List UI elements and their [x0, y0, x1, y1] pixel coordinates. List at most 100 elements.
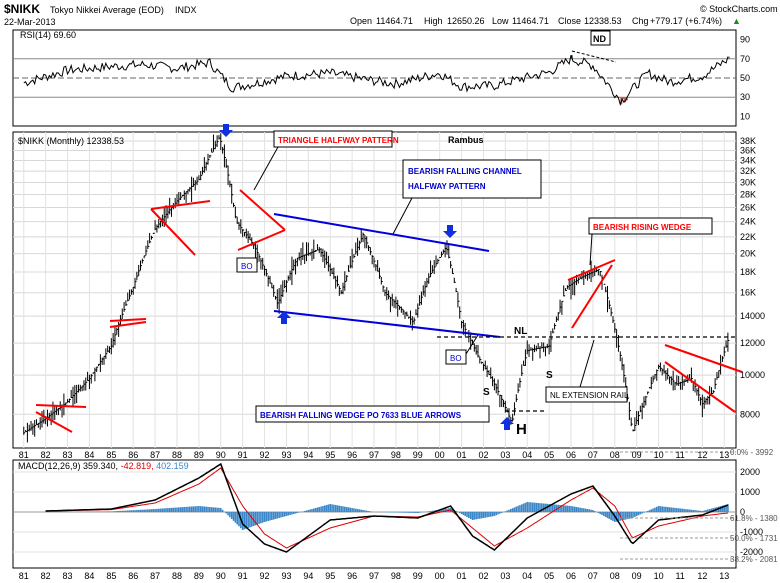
macd-histogram-bar	[402, 512, 404, 513]
macd-histogram-bar	[318, 507, 321, 512]
x-tick-label: 04	[522, 450, 532, 460]
flag-2-top	[109, 318, 147, 322]
macd-histogram-bar	[110, 511, 113, 512]
macd-histogram-bar	[416, 512, 419, 513]
rsi-divergence-line	[571, 50, 617, 63]
macd-histogram-bar	[364, 510, 366, 512]
macd-histogram-bar	[269, 512, 271, 521]
macd-histogram-bar	[500, 512, 503, 513]
blue-channel	[273, 213, 501, 338]
macd-histogram-bar	[551, 504, 554, 512]
macd-histogram-bar	[705, 510, 707, 512]
x-tick-label: 13	[719, 450, 729, 460]
macd-histogram-bar	[480, 512, 483, 519]
macd-histogram-bar	[123, 510, 125, 512]
macd-histogram-bar	[340, 506, 342, 512]
macd-histogram-bar	[172, 507, 175, 512]
fib-label: 61.8% - 1380	[730, 514, 778, 523]
macd-histogram-bar	[296, 512, 299, 513]
price-tick-label: 8000	[740, 409, 760, 419]
x-tick-label: 82	[41, 450, 51, 460]
price-label: $NIKK (Monthly) 12338.53	[18, 136, 124, 146]
macd-histogram-bar	[581, 508, 583, 512]
price-tick-label: 22K	[740, 232, 756, 242]
x-tick-label: 86	[128, 571, 138, 581]
x-tick-label: 94	[303, 571, 313, 581]
macd-histogram-bar	[185, 506, 187, 512]
macd-histogram-bar	[681, 508, 684, 512]
macd-histogram-bar	[531, 502, 534, 512]
macd-histogram-bar	[634, 512, 636, 517]
macd-histogram-bar	[398, 512, 401, 513]
callout-bo-2: BO	[445, 334, 479, 365]
macd-histogram-bar	[703, 510, 705, 512]
macd-histogram-bar	[533, 502, 536, 512]
macd-histogram-bar	[446, 508, 448, 512]
price-tick-label: 20K	[740, 249, 756, 259]
macd-histogram-bar	[458, 512, 461, 513]
macd-histogram-bar	[97, 511, 100, 512]
x-tick-label: 99	[413, 450, 423, 460]
macd-histogram-bar	[489, 512, 492, 517]
macd-histogram-bar	[537, 503, 539, 512]
nd-note: ND	[593, 34, 606, 44]
chg-label: Chg	[632, 16, 649, 26]
macd-histogram-bar	[570, 506, 572, 512]
flag-1-bottom	[35, 411, 73, 433]
macd-histogram-bar	[254, 512, 257, 526]
nl-label: NL	[514, 326, 527, 337]
left-shoulder-label: S	[483, 387, 490, 398]
x-tick-label: 03	[500, 450, 510, 460]
macd-histogram-bar	[298, 512, 301, 513]
macd-histogram-bar	[101, 511, 103, 512]
macd-histogram-bar	[588, 509, 591, 512]
macd-histogram-bar	[114, 511, 116, 512]
macd-histogram-bar	[692, 509, 695, 512]
index-name: Tokyo Nikkei Average (EOD)	[50, 5, 164, 15]
macd-histogram-bar	[99, 511, 102, 512]
macd-histogram-bar	[360, 509, 363, 512]
macd-histogram-bar	[624, 512, 627, 520]
macd-histogram-bar	[699, 510, 702, 512]
macd-histogram-bar	[309, 509, 311, 512]
macd-histogram-bar	[513, 507, 516, 512]
rsi-line	[23, 54, 729, 107]
macd-histogram-bar	[517, 505, 519, 512]
macd-histogram-bar	[475, 512, 477, 520]
macd-histogram-bar	[701, 511, 704, 512]
fib-label: 50.0% - 1731	[730, 534, 778, 543]
x-tick-label: 02	[478, 571, 488, 581]
x-tick-label: 01	[457, 450, 467, 460]
macd-histogram-bar	[94, 511, 96, 512]
macd-histogram-bar	[473, 512, 476, 520]
macd-histogram-bar	[103, 511, 105, 512]
macd-histogram-bar	[654, 507, 656, 512]
price-tick-label: 38K	[740, 136, 756, 146]
bo-2-label: BO	[450, 354, 462, 363]
macd-histogram-bar	[511, 508, 514, 512]
macd-histogram-bar	[683, 508, 685, 512]
macd-histogram-bar	[115, 511, 118, 512]
macd-histogram-bar	[241, 512, 244, 530]
macd-histogram-bar	[342, 506, 344, 512]
macd-tick-label: 2000	[740, 467, 760, 477]
macd-histogram-bar	[666, 507, 669, 512]
triangle-3-a	[150, 208, 196, 256]
x-tick-label: 12	[697, 571, 707, 581]
x-tick-label: 85	[106, 450, 116, 460]
macd-histogram-bar	[201, 506, 204, 512]
x-tick-label: 97	[369, 571, 379, 581]
macd-histogram-bar	[154, 509, 156, 512]
callout-nl-rail: NL EXTENSION RAIL	[545, 339, 629, 403]
macd-histogram-bar	[572, 506, 574, 512]
x-tick-label: 96	[347, 450, 357, 460]
macd-histogram-bar	[652, 508, 654, 512]
macd-histogram-bar	[210, 507, 213, 512]
macd-histogram-bar	[316, 507, 319, 512]
x-tick-label: 03	[500, 571, 510, 581]
channel-bottom-line	[273, 310, 501, 338]
macd-histogram-bar	[528, 502, 530, 512]
macd-histogram-bar	[325, 505, 328, 512]
